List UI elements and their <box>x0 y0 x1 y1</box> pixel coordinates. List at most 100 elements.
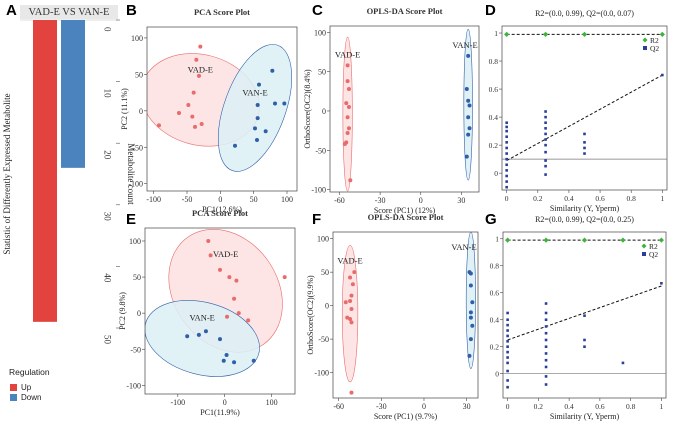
point-van-e <box>282 101 287 106</box>
plot-title: R2=(0.0, 0.99), Q2=(0.0, 0.07) <box>535 9 634 18</box>
point-vad-e <box>346 86 351 91</box>
point-van-e <box>185 334 190 339</box>
point-van-e <box>466 132 471 137</box>
point-q2 <box>506 369 509 373</box>
y-tick-label: 0.4 <box>489 113 499 122</box>
point-vad-e <box>348 317 353 322</box>
point-q2 <box>544 132 547 136</box>
point-q2 <box>506 318 509 322</box>
panel-A-title-strip <box>20 5 118 19</box>
legend-swatch-down <box>10 394 17 401</box>
legend-marker-r2 <box>641 243 647 249</box>
x-tick-label: 0.6 <box>595 194 605 203</box>
point-q2 <box>544 375 548 378</box>
point-vad-e <box>177 111 181 116</box>
legend-label-r2: R2 <box>649 242 658 251</box>
y-axis-label: PC2 (11.1%) <box>120 88 129 130</box>
point-vad-e <box>345 63 350 68</box>
point-q2 <box>505 129 508 133</box>
bar-up <box>33 20 57 322</box>
point-q2 <box>544 127 547 130</box>
point-q2 <box>621 361 625 365</box>
point-vad-e <box>234 278 239 283</box>
point-vad-e <box>236 311 241 316</box>
plot-title: PCA Score Plot <box>192 208 248 218</box>
point-van-e <box>255 137 259 142</box>
point-q2 <box>505 174 508 178</box>
y-tick-label: 0 <box>139 107 143 116</box>
legend-label-up: Up <box>21 383 32 392</box>
tick-label: 30 <box>103 212 113 222</box>
point-van-e <box>251 358 256 363</box>
point-van-e <box>464 154 469 159</box>
point-r2 <box>658 237 664 243</box>
point-q2 <box>544 173 547 176</box>
legend-marker-r2 <box>642 37 648 43</box>
point-q2 <box>544 352 548 355</box>
point-r2 <box>504 31 510 38</box>
point-vad-e <box>349 390 354 395</box>
panel-letter-E: E <box>126 211 136 228</box>
y-tick-label: 1 <box>495 235 499 244</box>
y-tick-label: 50 <box>133 273 141 282</box>
x-tick-label: 50 <box>250 195 258 204</box>
point-q2 <box>583 146 586 150</box>
point-q2 <box>506 385 509 389</box>
point-vad-e <box>197 73 201 78</box>
point-q2 <box>544 331 548 335</box>
legend-label-q2: Q2 <box>650 44 659 53</box>
group-label-van-e: VAN-E <box>242 87 267 97</box>
panel-letter-C: C <box>312 2 323 19</box>
x-tick-label: 0 <box>218 195 222 204</box>
point-vad-e <box>352 270 357 275</box>
point-q2 <box>505 146 508 150</box>
x-tick-label: -30 <box>375 196 386 205</box>
x-tick-label: 100 <box>266 398 278 407</box>
y-tick-label: 0.6 <box>489 85 499 94</box>
point-q2 <box>506 334 509 338</box>
point-van-e <box>470 323 475 328</box>
plot-title: OPLS-DA Score Plot <box>367 6 443 16</box>
point-vad-e <box>232 296 237 301</box>
x-tick-label: 0.2 <box>533 194 543 203</box>
x-tick-label: 0.8 <box>627 194 637 203</box>
bar-down <box>61 20 85 168</box>
x-axis-label: Score (PC1) (12%) <box>374 206 436 215</box>
point-q2 <box>505 185 508 189</box>
point-r2 <box>581 237 588 243</box>
point-van-e <box>470 300 475 305</box>
regression-line-q2 <box>507 285 662 341</box>
x-tick-label: 0 <box>422 402 426 411</box>
point-q2 <box>506 323 509 327</box>
point-vad-e <box>246 318 251 323</box>
point-van-e <box>468 337 473 342</box>
group-label-vad-e: VAD-E <box>188 65 213 75</box>
legend-marker-q2 <box>643 46 647 50</box>
point-van-e <box>468 310 473 315</box>
point-q2 <box>583 132 586 136</box>
point-q2 <box>544 302 548 305</box>
y-axis-label: PC2 (9.8%) <box>118 292 127 330</box>
y-tick-label: 50 <box>135 70 143 79</box>
point-van-e <box>233 143 237 148</box>
point-vad-e <box>225 314 230 319</box>
x-tick-label: -30 <box>376 402 387 411</box>
point-q2 <box>506 311 509 315</box>
point-q2 <box>544 338 548 342</box>
x-tick-label: -60 <box>333 402 344 411</box>
point-van-e <box>270 68 275 73</box>
x-tick-label: -100 <box>146 195 161 204</box>
point-vad-e <box>157 123 161 128</box>
point-vad-e <box>345 115 350 120</box>
y-tick-label: -100 <box>126 381 141 390</box>
point-q2 <box>583 314 586 317</box>
y-axis-label: OrthoScore(OC2)(8.4%) <box>303 69 312 149</box>
point-q2 <box>544 325 548 328</box>
point-q2 <box>506 350 509 354</box>
point-van-e <box>253 126 257 131</box>
point-q2 <box>583 338 586 342</box>
point-van-e <box>468 315 473 320</box>
point-q2 <box>505 152 508 155</box>
